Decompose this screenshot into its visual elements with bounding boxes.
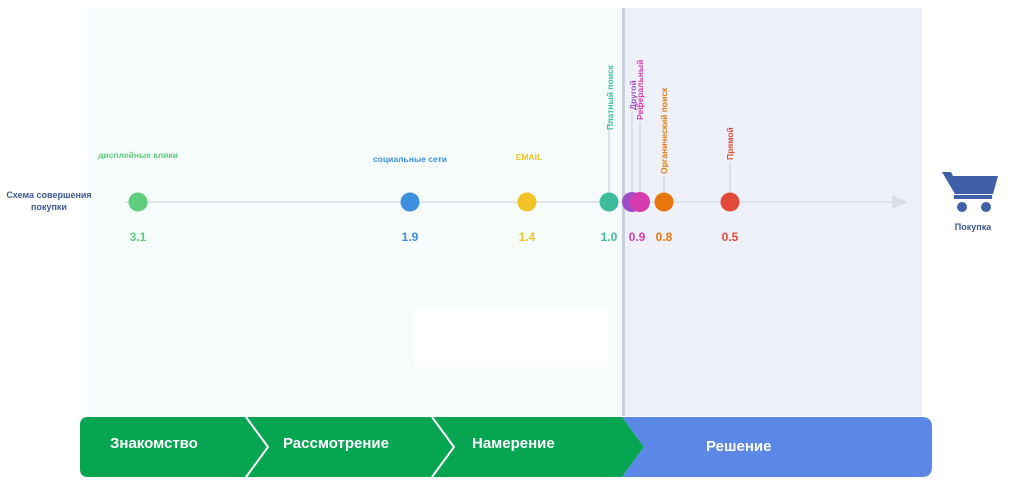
journey-diagram: дисплейные клики 3.1 социальные сети 1.9 EMA… [98, 60, 908, 244]
channel-email-dot [517, 192, 537, 212]
channel-direct-label: Прямой [725, 127, 735, 160]
zone-divider [622, 8, 625, 416]
channel-other-label: Другой [628, 80, 638, 110]
channel-email-label: EMAIL [516, 152, 542, 162]
stage-label-consideration: Рассмотрение [283, 435, 389, 452]
channel-direct-dot [720, 192, 740, 212]
channel-organic-value: 0.8 [656, 230, 673, 244]
channel-paid-dot [599, 192, 619, 212]
stage-consideration [246, 417, 454, 477]
blank-panel [414, 309, 608, 367]
stage-awareness [80, 417, 268, 477]
channel-social-dot [400, 192, 420, 212]
shopping-cart-icon [942, 172, 998, 212]
axis-arrowhead-icon [892, 195, 908, 209]
stage-label-awareness: Знакомство [110, 435, 198, 452]
channel-social-label: социальные сети [373, 154, 447, 164]
channel-referral-dot [630, 192, 650, 212]
channel-social-value: 1.9 [402, 230, 419, 244]
channel-organic-dot [654, 192, 674, 212]
channel-display-dot [128, 192, 148, 212]
channel-email-value: 1.4 [519, 230, 536, 244]
channel-referral-label: Реферальный [635, 60, 645, 120]
channel-organic-label: Органический поиск [659, 87, 669, 174]
stage-label-intent: Намерение [472, 435, 555, 452]
channel-display-label: дисплейные клики [98, 150, 178, 160]
channel-paid-value: 1.0 [601, 230, 618, 244]
stage-intent [432, 417, 644, 477]
channel-other-value: 0.9 [629, 230, 646, 244]
channel-display-value: 3.1 [130, 230, 147, 244]
journey-start-label: Схема совершения покупки [6, 190, 92, 212]
stage-label-decision: Решение [706, 438, 771, 455]
stage-decision [622, 417, 932, 477]
purchase-label: Покупка [954, 222, 992, 232]
channel-direct-value: 0.5 [722, 230, 739, 244]
channel-paid-label: Платный поиск [605, 64, 615, 130]
decision-zone-background [624, 8, 922, 416]
